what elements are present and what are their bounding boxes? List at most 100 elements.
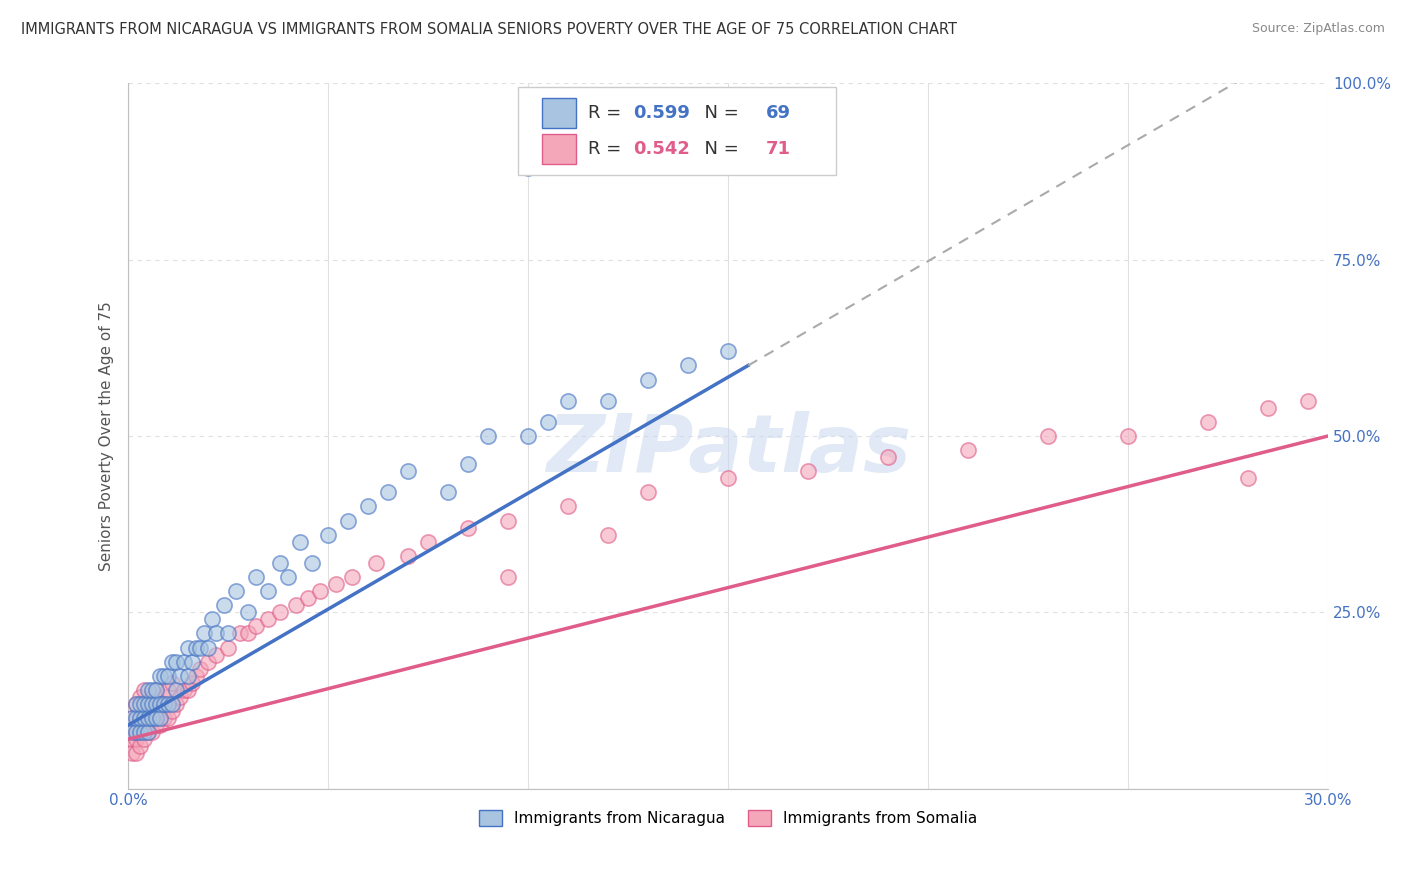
Point [121,711,143,725]
Point [496,570,519,584]
Text: Source: ZipAtlas.com: Source: ZipAtlas.com [1251,22,1385,36]
Point [557,500,579,514]
Point [145,718,167,732]
Point [149,669,172,683]
Y-axis label: Seniors Poverty Over the Age of 75: Seniors Poverty Over the Age of 75 [100,301,114,571]
Point [162,655,184,669]
Point [157,682,180,697]
Point [217,640,239,655]
Point [877,450,900,464]
Point [181,675,204,690]
Point [197,655,219,669]
Point [797,464,820,478]
Point [136,725,159,739]
Point [1257,401,1279,415]
Point [129,725,152,739]
Point [457,521,479,535]
Point [125,746,148,760]
Point [169,669,191,683]
Point [1116,429,1139,443]
Point [129,690,152,704]
Point [245,619,267,633]
Point [537,415,560,429]
Point [121,725,143,739]
Point [149,718,172,732]
Point [212,598,235,612]
Point [225,584,247,599]
Text: R =: R = [588,104,627,122]
Point [297,591,319,606]
Point [121,746,143,760]
FancyBboxPatch shape [519,87,837,175]
Point [145,682,167,697]
Point [136,697,159,711]
Point [136,682,159,697]
Point [145,697,167,711]
Text: N =: N = [693,140,745,158]
Point [145,711,167,725]
Point [269,605,291,619]
Point [134,725,156,739]
Text: 0.542: 0.542 [633,140,690,158]
Point [165,655,187,669]
Point [177,682,200,697]
Point [125,732,148,747]
Point [285,598,308,612]
Point [162,675,184,690]
Point [134,718,156,732]
Point [141,704,163,718]
Point [1197,415,1219,429]
Point [129,711,152,725]
Point [141,682,163,697]
Point [377,485,399,500]
Point [290,534,312,549]
Point [357,500,380,514]
Point [134,732,156,747]
Point [717,471,740,485]
Point [186,669,208,683]
Point [205,648,228,662]
Point [129,739,152,754]
Point [598,393,620,408]
Point [157,711,180,725]
Point [181,655,204,669]
Point [325,577,347,591]
Point [366,556,388,570]
Point [637,373,659,387]
Point [257,584,280,599]
Point [162,697,184,711]
Point [141,725,163,739]
Point [145,704,167,718]
Text: IMMIGRANTS FROM NICARAGUA VS IMMIGRANTS FROM SOMALIA SENIORS POVERTY OVER THE AG: IMMIGRANTS FROM NICARAGUA VS IMMIGRANTS … [21,22,957,37]
Point [157,697,180,711]
Point [245,570,267,584]
Point [598,527,620,541]
Point [205,626,228,640]
Point [557,393,579,408]
Point [517,429,540,443]
Point [257,612,280,626]
Point [125,711,148,725]
Point [157,669,180,683]
Point [129,711,152,725]
Point [342,570,364,584]
Point [165,682,187,697]
Point [125,725,148,739]
Point [149,697,172,711]
Point [676,359,699,373]
Point [277,570,299,584]
Text: N =: N = [693,104,745,122]
Point [129,725,152,739]
Point [188,640,211,655]
Point [316,527,339,541]
Point [173,655,195,669]
FancyBboxPatch shape [543,134,576,163]
Point [121,711,143,725]
Point [141,690,163,704]
Point [141,697,163,711]
Point [396,549,419,563]
Point [125,725,148,739]
Point [125,697,148,711]
Point [1237,471,1260,485]
Point [162,704,184,718]
